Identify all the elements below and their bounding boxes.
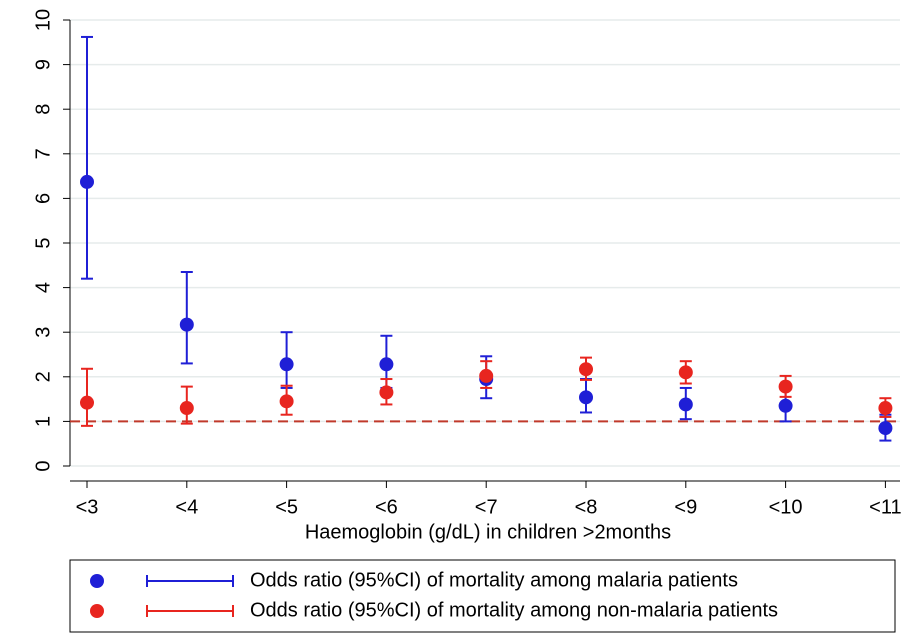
x-tick-label: <4: [175, 496, 198, 518]
point: [678, 365, 693, 380]
point: [878, 421, 893, 436]
point: [678, 397, 693, 412]
x-tick-label: <10: [769, 496, 803, 518]
point: [579, 362, 593, 377]
point: [379, 385, 394, 400]
legend-marker: [90, 574, 104, 588]
y-tick-label: 4: [32, 282, 54, 293]
x-tick-label: <9: [674, 496, 697, 518]
x-tick-label: <8: [575, 496, 598, 518]
point: [878, 401, 893, 416]
y-tick-label: 2: [32, 371, 54, 382]
x-tick-label: <5: [275, 496, 298, 518]
point: [279, 394, 294, 409]
y-tick-label: 5: [32, 237, 54, 248]
point: [579, 390, 593, 405]
point: [80, 174, 94, 189]
x-tick-label: <7: [475, 496, 498, 518]
point: [179, 401, 194, 416]
y-tick-label: 3: [32, 327, 54, 338]
y-tick-label: 9: [32, 59, 54, 70]
legend-label: Odds ratio (95%CI) of mortality among no…: [250, 599, 778, 621]
legend-box: [69, 559, 896, 633]
y-tick-label: 6: [32, 193, 54, 204]
point: [479, 368, 494, 383]
y-tick-label: 0: [32, 460, 54, 471]
x-tick-label: <11: [869, 496, 901, 518]
point: [279, 357, 294, 372]
legend-marker: [90, 604, 104, 618]
y-tick-label: 7: [32, 148, 54, 159]
x-tick-label: <6: [375, 496, 398, 518]
point: [379, 357, 394, 372]
point: [80, 395, 94, 410]
x-axis-label: Haemoglobin (g/dL) in children >2months: [305, 521, 671, 543]
y-tick-label: 1: [32, 416, 54, 427]
x-tick-label: <3: [76, 496, 99, 518]
legend-label: Odds ratio (95%CI) of mortality among ma…: [250, 569, 738, 591]
point: [778, 398, 793, 413]
point: [778, 379, 793, 394]
point: [179, 317, 194, 332]
y-tick-label: 8: [32, 104, 54, 115]
y-tick-label: 10: [32, 9, 54, 31]
